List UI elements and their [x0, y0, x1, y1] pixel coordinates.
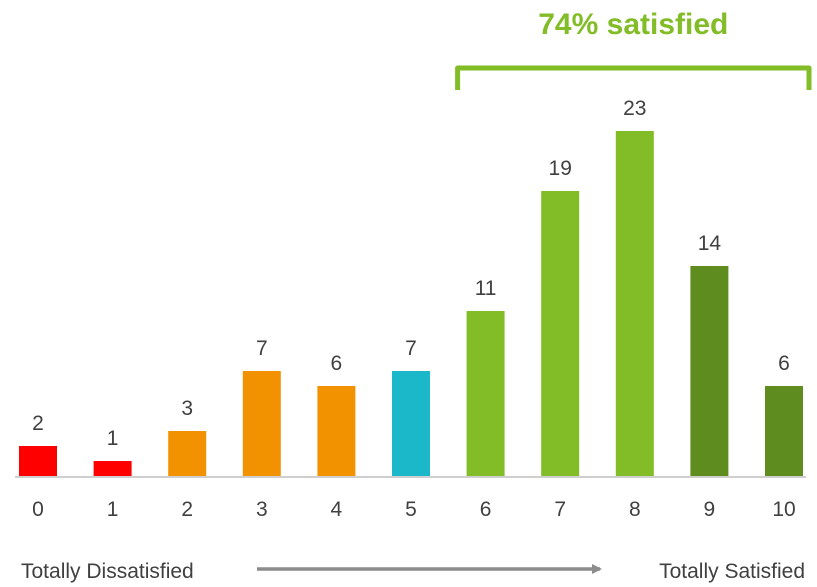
value-label-1: 1	[107, 427, 119, 450]
bar-3	[242, 371, 281, 476]
bar-6	[466, 311, 505, 476]
value-label-4: 6	[331, 352, 343, 375]
bar-7	[541, 191, 580, 476]
tick-label-0: 0	[32, 498, 44, 521]
bar-1	[93, 461, 132, 476]
tick-label-4: 4	[331, 498, 343, 521]
tick-label-1: 1	[107, 498, 119, 521]
value-label-2: 3	[181, 397, 193, 420]
value-label-5: 7	[405, 337, 417, 360]
tick-label-6: 6	[480, 498, 492, 521]
tick-label-9: 9	[704, 498, 716, 521]
value-labels-group: 2 1 3 7 6 7 11 19 23 14 6	[32, 97, 790, 450]
bar-0	[19, 446, 57, 476]
bars-group	[19, 131, 803, 476]
value-label-9: 14	[698, 232, 722, 255]
value-label-3: 7	[256, 337, 268, 360]
satisfied-bracket	[455, 65, 812, 90]
tick-label-8: 8	[629, 498, 641, 521]
totally-dissatisfied-label: Totally Dissatisfied	[21, 560, 194, 583]
tick-label-3: 3	[256, 498, 268, 521]
bar-5	[392, 371, 430, 476]
tick-labels-group: 0 1 2 3 4 5 6 7 8 9 10	[32, 498, 796, 521]
tick-label-7: 7	[554, 498, 566, 521]
value-label-6: 11	[475, 277, 497, 300]
value-label-0: 2	[32, 412, 44, 435]
value-label-10: 6	[778, 352, 790, 375]
value-label-8: 23	[623, 97, 646, 120]
satisfied-percentage-label: 74% satisfied	[538, 8, 728, 41]
value-label-7: 19	[549, 157, 572, 180]
bar-8	[615, 131, 654, 476]
bar-4	[317, 386, 356, 476]
tick-label-2: 2	[181, 498, 193, 521]
bar-9	[690, 266, 729, 476]
bar-10	[765, 386, 803, 476]
bar-2	[168, 431, 207, 476]
totally-satisfied-label: Totally Satisfied	[659, 560, 805, 583]
tick-label-5: 5	[405, 498, 417, 521]
tick-label-10: 10	[772, 498, 795, 521]
